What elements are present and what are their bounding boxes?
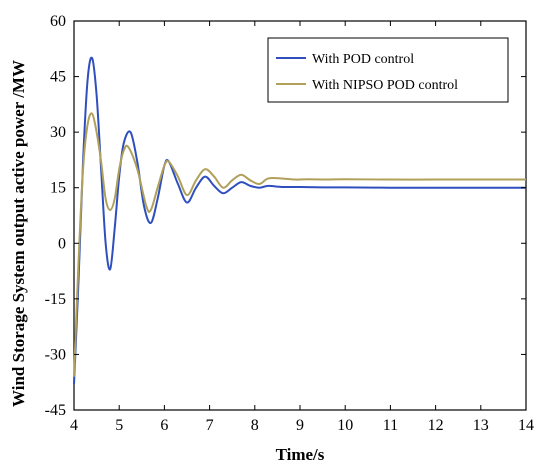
x-axis-ticks: 4 5 6 7 8 9 10 11 12 13 14 — [70, 21, 534, 434]
y-axis-label: Wind Storage System output active power … — [9, 60, 28, 407]
y-tick-label: 0 — [58, 235, 66, 252]
x-tick-label: 14 — [518, 417, 534, 434]
x-tick-label: 8 — [251, 417, 259, 434]
x-tick-label: 6 — [160, 417, 168, 434]
y-tick-label: 60 — [50, 13, 66, 30]
y-tick-label: 45 — [50, 69, 66, 86]
series-layer — [73, 56, 526, 385]
legend-label-pod: With POD control — [312, 52, 414, 67]
y-tick-label: 15 — [50, 180, 66, 197]
series-line-nipso-pod — [73, 112, 526, 377]
legend-box — [267, 37, 509, 103]
x-tick-label: 12 — [428, 417, 444, 434]
x-tick-label: 9 — [296, 417, 304, 434]
x-tick-label: 4 — [70, 417, 78, 434]
y-tick-label: -45 — [45, 402, 66, 419]
x-axis-label: Time/s — [276, 445, 325, 464]
x-tick-label: 7 — [206, 417, 214, 434]
x-tick-label: 13 — [473, 417, 489, 434]
x-tick-label: 5 — [115, 417, 123, 434]
y-tick-label: -15 — [45, 291, 66, 308]
y-tick-label: 30 — [50, 124, 66, 141]
legend-label-nipso-pod: With NIPSO POD control — [312, 78, 458, 93]
y-axis-ticks: 60 45 30 15 0 -15 -30 -45 — [45, 13, 526, 419]
y-tick-label: -30 — [45, 346, 66, 363]
legend: With POD control With NIPSO POD control — [267, 37, 509, 103]
x-tick-label: 10 — [337, 417, 353, 434]
x-tick-label: 11 — [383, 417, 398, 434]
